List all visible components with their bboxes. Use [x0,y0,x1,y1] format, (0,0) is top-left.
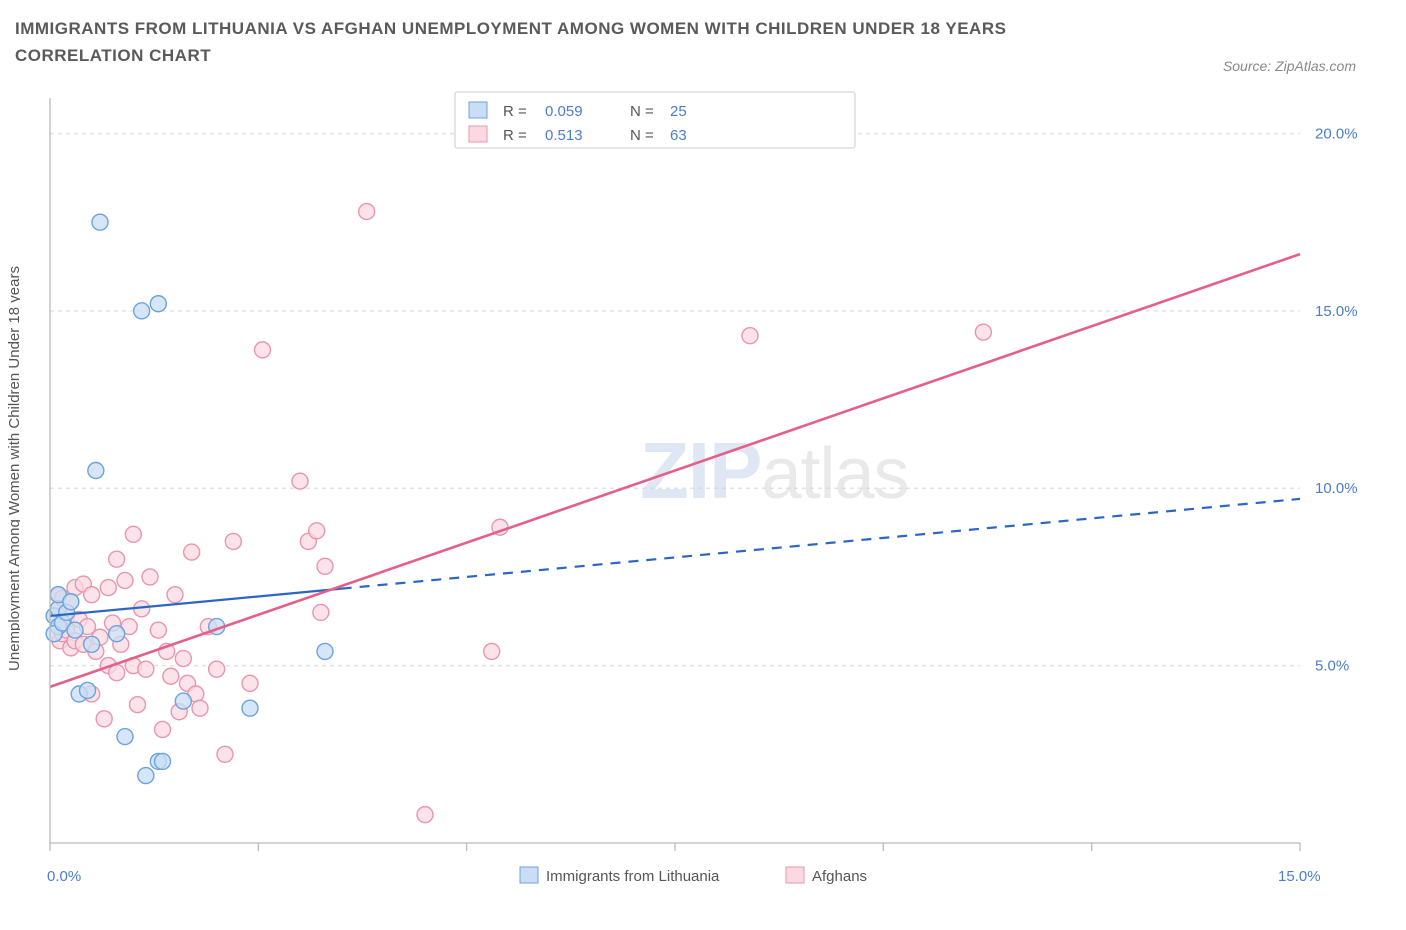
legend-r-label: R = [503,127,527,144]
scatter-point-lithuania [67,622,83,638]
scatter-point-afghans [117,572,133,588]
legend-n-value: 63 [670,127,687,144]
bottom-legend-swatch [520,867,538,883]
scatter-point-lithuania [84,636,100,652]
scatter-point-lithuania [63,594,79,610]
legend-n-label: N = [630,103,654,120]
y-tick-label: 5.0% [1315,658,1349,675]
watermark: ZIPatlas [640,426,909,515]
scatter-point-afghans [84,587,100,603]
scatter-point-afghans [317,558,333,574]
scatter-point-lithuania [109,626,125,642]
scatter-point-lithuania [150,296,166,312]
scatter-point-afghans [150,622,166,638]
bottom-legend-label: Afghans [812,868,867,885]
bottom-legend-label: Immigrants from Lithuania [546,868,720,885]
scatter-point-afghans [975,324,991,340]
legend-r-label: R = [503,103,527,120]
scatter-point-afghans [109,551,125,567]
scatter-point-afghans [217,746,233,762]
scatter-point-afghans [242,675,258,691]
scatter-point-lithuania [80,682,96,698]
legend-r-value: 0.513 [545,127,583,144]
y-tick-label: 15.0% [1315,303,1358,320]
legend-n-value: 25 [670,103,687,120]
legend-r-value: 0.059 [545,103,583,120]
scatter-point-afghans [484,643,500,659]
scatter-point-afghans [313,604,329,620]
scatter-point-lithuania [138,768,154,784]
y-tick-label: 10.0% [1315,480,1358,497]
scatter-point-lithuania [92,214,108,230]
scatter-chart-svg: 5.0% 10.0% 15.0% 20.0% ZIPatlas 0.0% 15.0% R = 0… [20,88,1390,888]
legend-n-label: N = [630,127,654,144]
chart-source: Source: ZipAtlas.com [1223,58,1356,74]
scatter-point-afghans [192,700,208,716]
chart-container: 5.0% 10.0% 15.0% 20.0% ZIPatlas 0.0% 15.0% R = 0… [20,88,1390,888]
scatter-point-afghans [163,668,179,684]
scatter-point-afghans [138,661,154,677]
x-tick-label: 0.0% [47,868,81,885]
legend-swatch [469,102,487,118]
scatter-point-afghans [155,721,171,737]
x-tick-label: 15.0% [1278,868,1321,885]
scatter-point-afghans [359,204,375,220]
scatter-point-lithuania [242,700,258,716]
scatter-point-lithuania [88,463,104,479]
scatter-point-afghans [130,697,146,713]
scatter-point-afghans [742,328,758,344]
scatter-point-afghans [255,342,271,358]
scatter-point-afghans [175,651,191,667]
scatter-point-afghans [142,569,158,585]
scatter-point-afghans [167,587,183,603]
scatter-point-lithuania [134,303,150,319]
scatter-point-lithuania [317,643,333,659]
scatter-point-lithuania [117,729,133,745]
scatter-point-afghans [417,807,433,823]
scatter-point-afghans [125,526,141,542]
scatter-point-afghans [96,711,112,727]
scatter-point-afghans [100,580,116,596]
chart-title: IMMIGRANTS FROM LITHUANIA VS AFGHAN UNEM… [15,15,1115,69]
bottom-legend-swatch [786,867,804,883]
y-tick-label: 20.0% [1315,125,1358,142]
legend-swatch [469,126,487,142]
scatter-point-lithuania [155,753,171,769]
scatter-point-afghans [309,523,325,539]
scatter-point-afghans [184,544,200,560]
scatter-point-afghans [209,661,225,677]
scatter-point-afghans [292,473,308,489]
scatter-point-afghans [225,533,241,549]
scatter-point-lithuania [175,693,191,709]
